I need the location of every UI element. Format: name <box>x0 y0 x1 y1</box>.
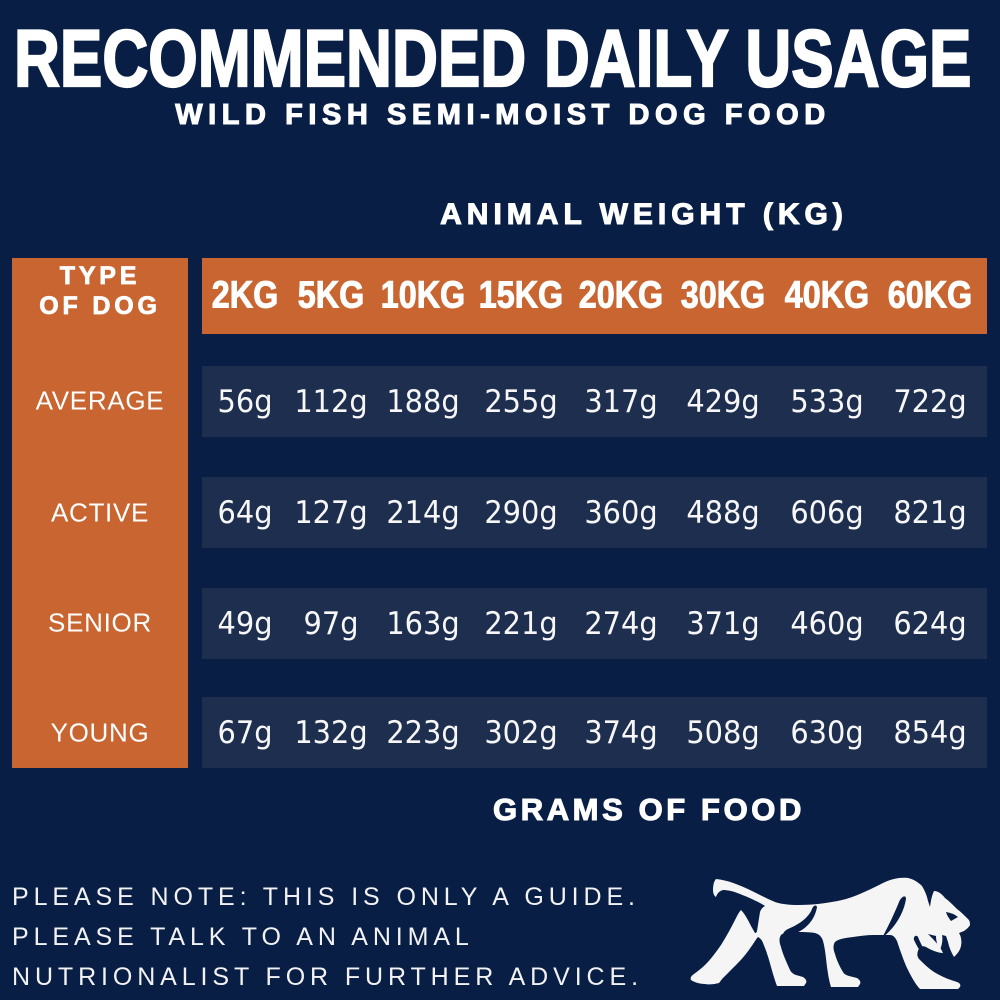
value-average-5kg: 112g <box>294 383 368 420</box>
value-average-15kg: 255g <box>484 383 558 420</box>
value-senior-20kg: 274g <box>584 605 658 642</box>
col-header-5kg: 5KG <box>297 274 365 317</box>
col-header-15kg: 15KG <box>478 274 564 317</box>
weight-header-row: 2KG 5KG 10KG 15KG 20KG 30KG 40KG 60KG <box>202 258 987 334</box>
data-row-active: 64g 127g 214g 290g 360g 488g 606g 821g <box>202 477 987 548</box>
row-label-senior: SENIOR <box>48 607 152 638</box>
col-header-40kg: 40KG <box>784 274 870 317</box>
data-row-young: 67g 132g 223g 302g 374g 508g 630g 854g <box>202 697 987 768</box>
value-senior-5kg: 97g <box>303 605 359 642</box>
value-average-60kg: 722g <box>893 383 967 420</box>
corner-header: TYPE OF DOG <box>12 261 188 321</box>
value-active-2kg: 64g <box>217 494 273 531</box>
note-line-2: PLEASE TALK TO AN ANIMAL <box>12 923 474 951</box>
value-active-60kg: 821g <box>893 494 967 531</box>
col-header-20kg: 20KG <box>578 274 664 317</box>
row-label-average: AVERAGE <box>35 385 165 416</box>
corner-header-line-2: OF DOG <box>39 292 161 321</box>
value-active-30kg: 488g <box>686 494 760 531</box>
row-header-column: TYPE OF DOG AVERAGE ACTIVE SENIOR YOUNG <box>12 258 188 768</box>
value-young-20kg: 374g <box>584 714 658 751</box>
value-average-40kg: 533g <box>790 383 864 420</box>
col-header-30kg: 30KG <box>680 274 766 317</box>
col-header-10kg: 10KG <box>380 274 466 317</box>
value-active-10kg: 214g <box>386 494 460 531</box>
page-title: RECOMMENDED DAILY USAGE <box>13 13 972 105</box>
value-young-60kg: 854g <box>893 714 967 751</box>
corner-header-line-1: TYPE <box>59 262 141 291</box>
value-senior-60kg: 624g <box>893 605 967 642</box>
value-young-15kg: 302g <box>484 714 558 751</box>
page-subtitle: WILD FISH SEMI-MOIST DOG FOOD <box>175 98 831 131</box>
value-senior-15kg: 221g <box>484 605 558 642</box>
value-young-2kg: 67g <box>217 714 273 751</box>
value-young-40kg: 630g <box>790 714 864 751</box>
note-line-3: NUTRIONALIST FOR FURTHER ADVICE. <box>12 963 643 991</box>
value-young-5kg: 132g <box>294 714 368 751</box>
value-average-2kg: 56g <box>217 383 273 420</box>
value-young-10kg: 223g <box>386 714 460 751</box>
data-row-average: 56g 112g 188g 255g 317g 429g 533g 722g <box>202 366 987 437</box>
value-active-20kg: 360g <box>584 494 658 531</box>
note-line-1: PLEASE NOTE: THIS IS ONLY A GUIDE. <box>12 883 640 911</box>
value-average-10kg: 188g <box>386 383 460 420</box>
value-young-30kg: 508g <box>686 714 760 751</box>
value-average-30kg: 429g <box>686 383 760 420</box>
value-senior-10kg: 163g <box>386 605 460 642</box>
value-senior-30kg: 371g <box>686 605 760 642</box>
row-label-young: YOUNG <box>50 717 150 747</box>
value-active-40kg: 606g <box>790 494 864 531</box>
row-label-active: ACTIVE <box>50 497 150 527</box>
value-axis-label: GRAMS OF FOOD <box>492 791 806 827</box>
value-senior-2kg: 49g <box>217 605 273 642</box>
value-average-20kg: 317g <box>584 383 658 420</box>
value-senior-40kg: 460g <box>790 605 864 642</box>
sabre-tooth-cat-logo-icon <box>690 877 970 989</box>
col-header-2kg: 2KG <box>211 274 279 317</box>
data-row-senior: 49g 97g 163g 221g 274g 371g 460g 624g <box>202 588 987 659</box>
value-active-5kg: 127g <box>294 494 368 531</box>
col-header-60kg: 60KG <box>887 274 973 317</box>
value-active-15kg: 290g <box>484 494 558 531</box>
column-axis-label: ANIMAL WEIGHT (KG) <box>440 197 848 231</box>
